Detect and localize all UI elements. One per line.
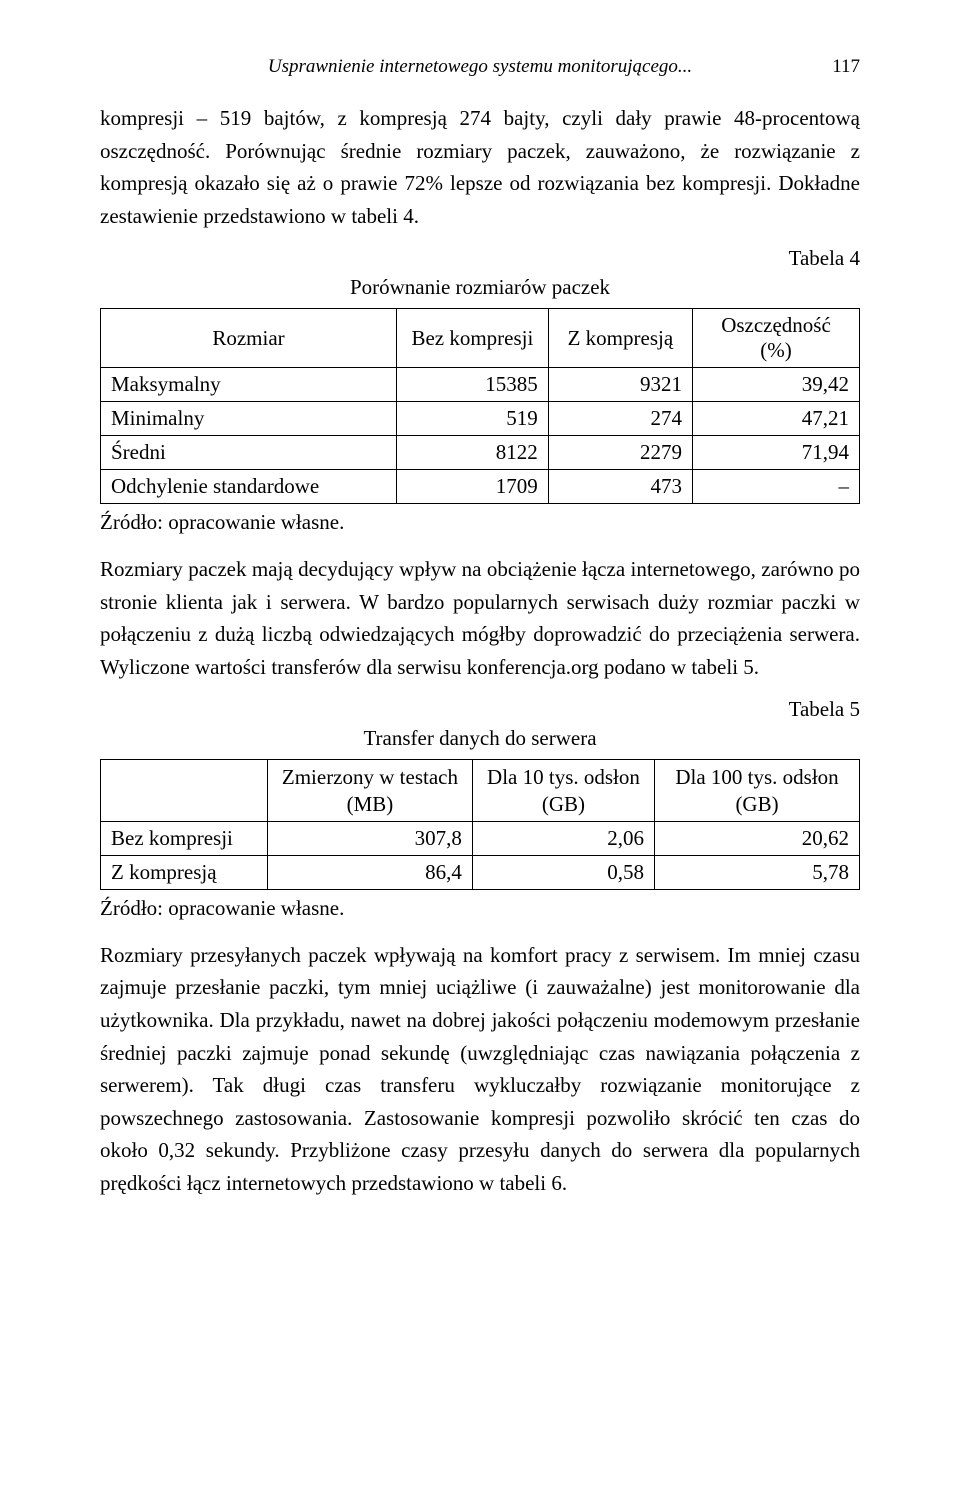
table5-cell: 2,06	[472, 821, 654, 855]
table5-header-cell: Dla 100 tys. odsłon(GB)	[655, 760, 860, 822]
table5-title: Transfer danych do serwera	[100, 726, 860, 751]
table5-cell: Bez kompresji	[101, 821, 268, 855]
table-row: Minimalny 519 274 47,21	[101, 402, 860, 436]
table5-source: Źródło: opracowanie własne.	[100, 896, 860, 921]
table4-title: Porównanie rozmiarów paczek	[100, 275, 860, 300]
table4-cell: Odchylenie standardowe	[101, 470, 397, 504]
table-row: Maksymalny 15385 9321 39,42	[101, 368, 860, 402]
table-row: Średni 8122 2279 71,94	[101, 436, 860, 470]
table4-header-cell: Bez kompresji	[397, 309, 549, 368]
table5-header-cell: Zmierzony w testach(MB)	[267, 760, 472, 822]
table5-cell: 20,62	[655, 821, 860, 855]
table4-cell: 1709	[397, 470, 549, 504]
table5-cell: 86,4	[267, 855, 472, 889]
table4-header-cell: Z kompresją	[548, 309, 692, 368]
table5-header-row: Zmierzony w testach(MB) Dla 10 tys. odsł…	[101, 760, 860, 822]
table5-cell: 5,78	[655, 855, 860, 889]
table4-label: Tabela 4	[100, 246, 860, 271]
paragraph-2: Rozmiary paczek mają decydujący wpływ na…	[100, 553, 860, 683]
running-header: Usprawnienie internetowego systemu monit…	[100, 56, 860, 78]
table4-cell: Maksymalny	[101, 368, 397, 402]
table-row: Z kompresją 86,4 0,58 5,78	[101, 855, 860, 889]
table4-cell: 71,94	[693, 436, 860, 470]
table4-cell: 2279	[548, 436, 692, 470]
table5-label: Tabela 5	[100, 697, 860, 722]
table5-header-cell	[101, 760, 268, 822]
table4-header-cell: Rozmiar	[101, 309, 397, 368]
table4-cell: 47,21	[693, 402, 860, 436]
table4-source: Źródło: opracowanie własne.	[100, 510, 860, 535]
table4-header-row: Rozmiar Bez kompresji Z kompresją Oszczę…	[101, 309, 860, 368]
table4-cell: 15385	[397, 368, 549, 402]
table5-cell: 0,58	[472, 855, 654, 889]
table5-header-cell: Dla 10 tys. odsłon(GB)	[472, 760, 654, 822]
table5-cell: 307,8	[267, 821, 472, 855]
table4-cell: –	[693, 470, 860, 504]
running-title: Usprawnienie internetowego systemu monit…	[100, 56, 860, 78]
table5: Zmierzony w testach(MB) Dla 10 tys. odsł…	[100, 759, 860, 890]
table4-cell: Minimalny	[101, 402, 397, 436]
table4-cell: 39,42	[693, 368, 860, 402]
table4-cell: 9321	[548, 368, 692, 402]
table4-cell: 274	[548, 402, 692, 436]
table4-header-cell: Oszczędność (%)	[693, 309, 860, 368]
table-row: Bez kompresji 307,8 2,06 20,62	[101, 821, 860, 855]
page: Usprawnienie internetowego systemu monit…	[0, 0, 960, 1279]
table-row: Odchylenie standardowe 1709 473 –	[101, 470, 860, 504]
table4: Rozmiar Bez kompresji Z kompresją Oszczę…	[100, 308, 860, 504]
page-number: 117	[832, 56, 860, 78]
table4-cell: 8122	[397, 436, 549, 470]
table4-cell: 473	[548, 470, 692, 504]
table5-cell: Z kompresją	[101, 855, 268, 889]
paragraph-1: kompresji – 519 bajtów, z kompresją 274 …	[100, 102, 860, 232]
table4-cell: 519	[397, 402, 549, 436]
paragraph-3: Rozmiary przesyłanych paczek wpływają na…	[100, 939, 860, 1199]
table4-cell: Średni	[101, 436, 397, 470]
